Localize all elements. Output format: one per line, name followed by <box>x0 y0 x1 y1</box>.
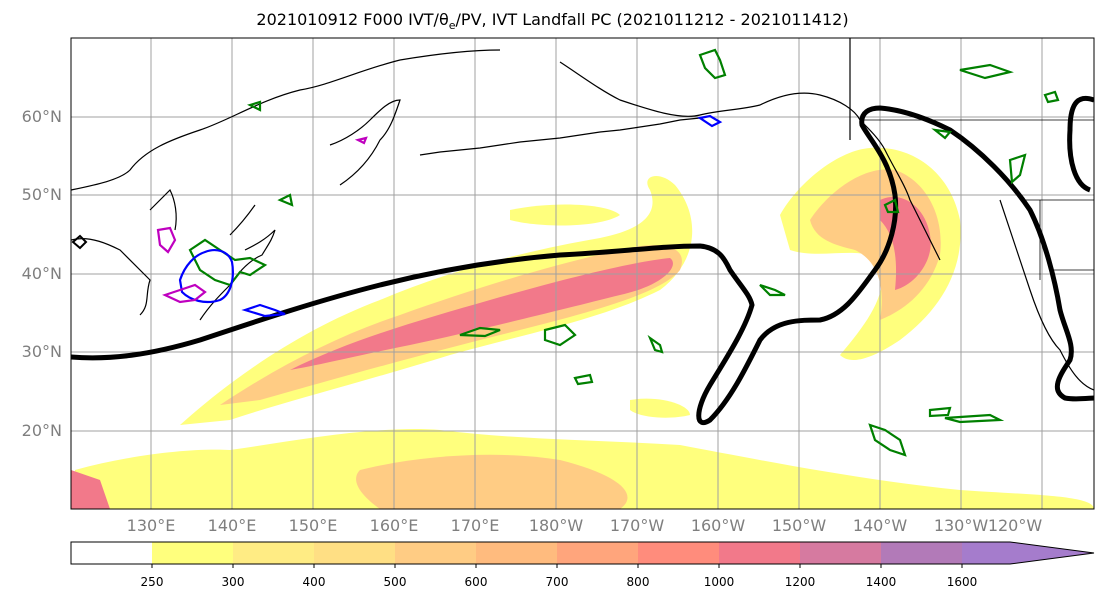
colorbar-swatch <box>476 542 557 564</box>
colorbar-tick-label: 600 <box>464 575 488 589</box>
pc-contour <box>71 95 1094 425</box>
colorbar-outline <box>70 541 1095 565</box>
lon-label: 130°W <box>933 516 989 535</box>
colorbar <box>70 541 1095 568</box>
lat-label: 20°N <box>21 421 62 440</box>
lon-label: 160°W <box>690 516 746 535</box>
lon-label: 130°E <box>126 516 176 535</box>
colorbar-swatch <box>638 542 719 564</box>
colorbar-tick-label: 500 <box>383 575 407 589</box>
magenta-contours <box>156 136 368 304</box>
colorbar-swatch <box>719 542 800 564</box>
colorbar-tick-label: 700 <box>545 575 569 589</box>
colorbar-tick-label: 300 <box>221 575 245 589</box>
lon-label: 180°W <box>528 516 584 535</box>
colorbar-tick-label: 1000 <box>703 575 735 589</box>
blue-contours <box>178 114 723 318</box>
map-title: 2021010912 F000 IVT/θe/PV, IVT Landfall … <box>256 10 849 33</box>
colorbar-tick-label: 250 <box>140 575 164 589</box>
lon-label: 120°W <box>987 516 1043 535</box>
colorbar-swatch <box>233 542 314 564</box>
colorbar-tick-label: 1400 <box>865 575 897 589</box>
colorbar-swatch <box>881 542 962 564</box>
lon-label: 170°W <box>609 516 665 535</box>
lon-label: 140°W <box>852 516 908 535</box>
colorbar-swatch <box>71 542 152 564</box>
pv-contours <box>188 48 1060 457</box>
colorbar-tick-label: 1200 <box>784 575 816 589</box>
lon-label: 170°E <box>450 516 500 535</box>
lat-label: 50°N <box>21 185 62 204</box>
colorbar-swatch <box>800 542 881 564</box>
pv-markers <box>71 234 88 250</box>
colorbar-tick-label: 1600 <box>946 575 978 589</box>
colorbar-extend-arrow <box>962 542 1094 564</box>
lon-label: 160°E <box>369 516 419 535</box>
lon-label: 150°W <box>771 516 827 535</box>
colorbar-tick-label: 400 <box>302 575 326 589</box>
colorbar-tick-label: 800 <box>626 575 650 589</box>
colorbar-swatch <box>395 542 476 564</box>
lat-label: 40°N <box>21 264 62 283</box>
colorbar-swatch <box>557 542 638 564</box>
map-border <box>70 37 1095 510</box>
colorbar-swatch <box>314 542 395 564</box>
lat-label: 30°N <box>21 342 62 361</box>
lat-label: 60°N <box>21 107 62 126</box>
lon-label: 140°E <box>207 516 257 535</box>
colorbar-swatch <box>152 542 233 564</box>
ivt-shading <box>71 147 1094 509</box>
lon-label: 150°E <box>288 516 338 535</box>
